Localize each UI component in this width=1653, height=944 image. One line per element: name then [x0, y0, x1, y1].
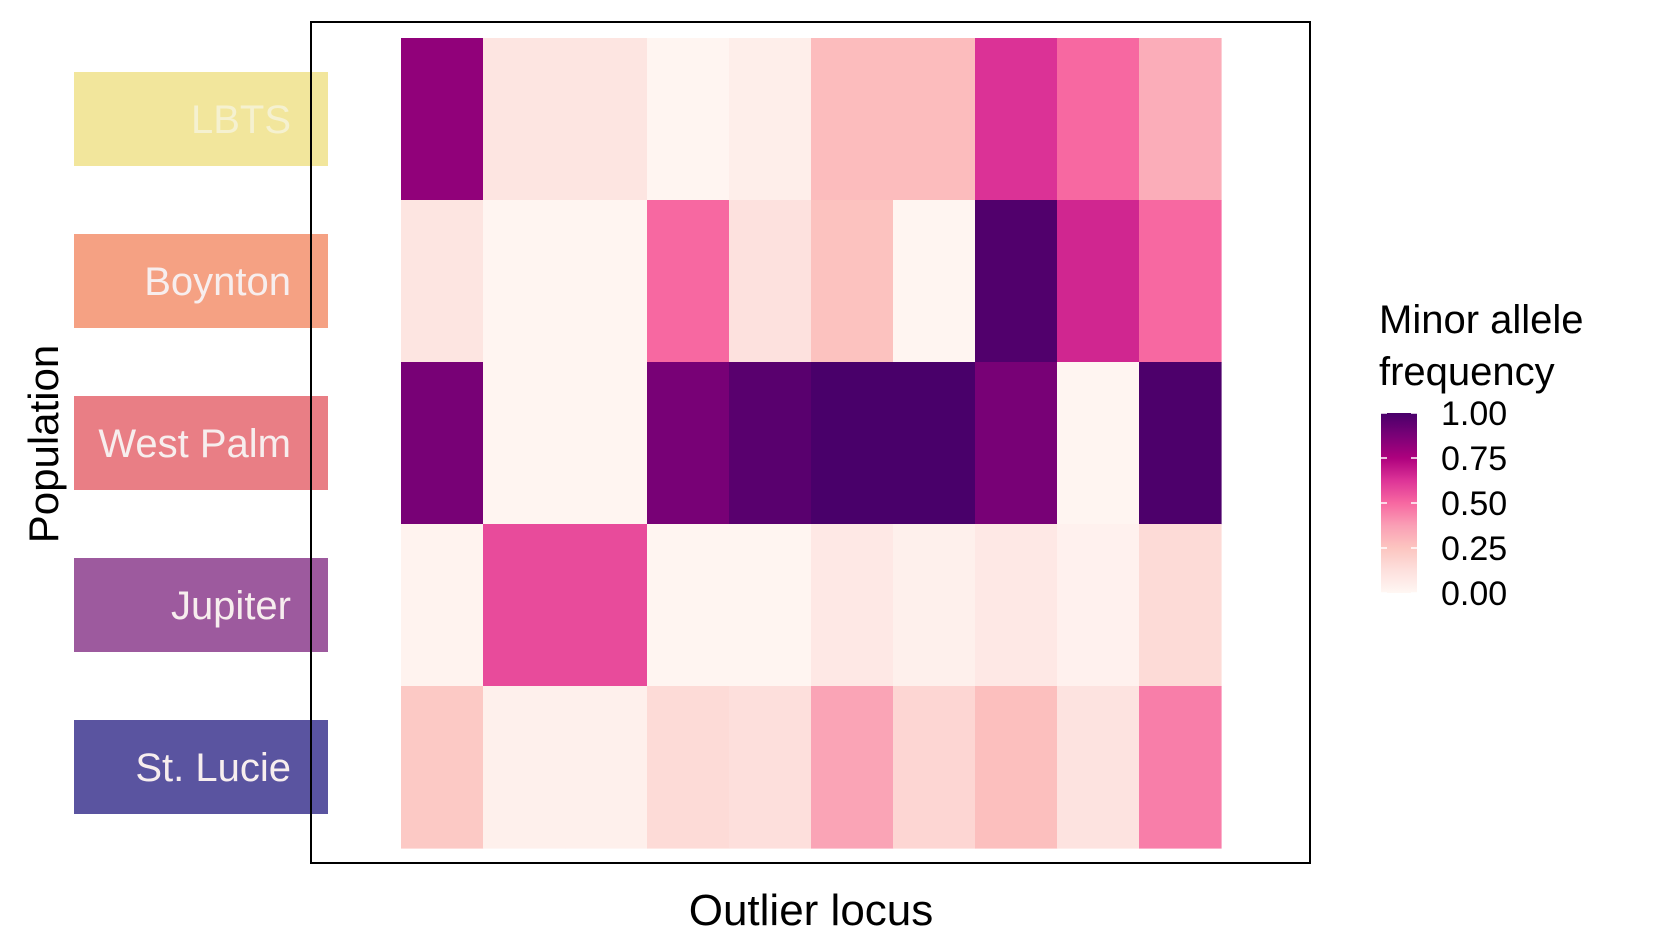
heatmap-cell	[729, 686, 812, 849]
population-label: Jupiter	[171, 584, 291, 628]
heatmap-cell	[1057, 362, 1140, 525]
heatmap-cell	[647, 524, 730, 687]
heatmap-cell	[483, 362, 566, 525]
population-strip	[74, 396, 328, 490]
heatmap-cell	[729, 38, 812, 201]
color-legend: Minor allele frequency 1.00 0.75 0.50 0.25 0…	[1379, 298, 1584, 613]
population-label: Boynton	[144, 260, 291, 304]
y-axis-title: Population	[20, 345, 67, 544]
heatmap-cell	[893, 38, 976, 201]
heatmap-cell	[975, 362, 1058, 525]
panel-border	[310, 21, 1311, 864]
heatmap-cell	[811, 362, 894, 525]
heatmap-cell	[811, 38, 894, 201]
heatmap-cell	[811, 200, 894, 363]
heatmap-cell	[1139, 686, 1222, 849]
heatmap-cell	[975, 200, 1058, 363]
heatmap-cell	[565, 362, 648, 525]
heatmap-cell	[565, 200, 648, 363]
legend-title-line-2: frequency	[1379, 350, 1555, 394]
heatmap-cell	[1057, 524, 1140, 687]
heatmap-cells	[401, 38, 1222, 849]
heatmap-cell	[975, 524, 1058, 687]
heatmap-cell	[647, 362, 730, 525]
heatmap-cell	[401, 362, 484, 525]
heatmap-cell	[647, 686, 730, 849]
heatmap-cell	[893, 362, 976, 525]
heatmap-cell	[401, 38, 484, 201]
heatmap-cell	[811, 686, 894, 849]
legend-tick-label: 0.00	[1441, 575, 1507, 613]
legend-tick-label: 0.25	[1441, 530, 1507, 568]
heatmap-cell	[1139, 362, 1222, 525]
population-label: St. Lucie	[135, 746, 291, 790]
heatmap-cell	[975, 38, 1058, 201]
heatmap-cell	[565, 524, 648, 687]
heatmap-cell	[811, 524, 894, 687]
population-strip	[74, 72, 328, 166]
population-strip	[74, 558, 328, 652]
heatmap-cell	[893, 686, 976, 849]
heatmap-cell	[1139, 524, 1222, 687]
heatmap-cell	[1057, 200, 1140, 363]
heatmap-cell	[401, 200, 484, 363]
heatmap-cell	[893, 200, 976, 363]
legend-tick-label: 0.75	[1441, 440, 1507, 478]
population-label: West Palm	[98, 422, 291, 466]
heatmap-cell	[565, 38, 648, 201]
heatmap-cell	[401, 686, 484, 849]
heatmap-cell	[483, 200, 566, 363]
legend-tick-label: 1.00	[1441, 395, 1507, 433]
heatmap-cell	[1139, 38, 1222, 201]
heatmap-cell	[729, 524, 812, 687]
heatmap-cell	[647, 38, 730, 201]
heatmap-cell	[1139, 200, 1222, 363]
heatmap-cell	[401, 524, 484, 687]
legend-ticks: 1.00 0.75 0.50 0.25 0.00	[1381, 395, 1507, 613]
x-axis-title: Outlier locus	[689, 886, 934, 935]
heatmap-cell	[647, 200, 730, 363]
heatmap-cell	[1057, 38, 1140, 201]
heatmap-cell	[893, 524, 976, 687]
population-strip	[74, 720, 328, 814]
population-strip	[74, 234, 328, 328]
heatmap-cell	[1057, 686, 1140, 849]
heatmap-cell	[483, 524, 566, 687]
population-strips: LBTS Boynton West Palm Jupiter St. Lucie	[74, 72, 328, 814]
heatmap-cell	[483, 686, 566, 849]
legend-title-line-1: Minor allele	[1379, 298, 1584, 342]
heatmap-cell	[565, 686, 648, 849]
population-label: LBTS	[191, 98, 291, 142]
heatmap-cell	[483, 38, 566, 201]
legend-tick-label: 0.50	[1441, 485, 1507, 523]
heatmap-cell	[729, 362, 812, 525]
heatmap-cell	[975, 686, 1058, 849]
heatmap-cell	[729, 200, 812, 363]
